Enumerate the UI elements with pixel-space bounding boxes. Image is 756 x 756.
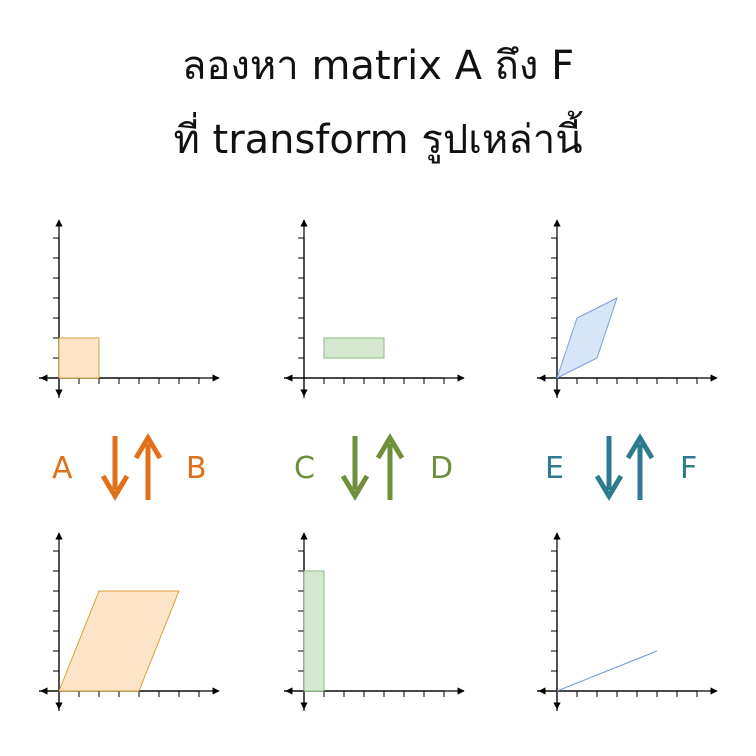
orange-up-arrow-head (133, 433, 163, 460)
blue-up-arrow-head (625, 433, 655, 460)
label-a: A (52, 451, 73, 486)
blue-shape-before (556, 297, 618, 379)
blue-down-arrow-head (594, 474, 624, 501)
title-line-2: ที่ transform รูปเหล่านี้ (173, 117, 583, 163)
plot-5 (284, 532, 465, 711)
orange-shape-before (58, 337, 100, 379)
orange-down-arrow-head (100, 474, 130, 501)
title-line-1: ลองหา matrix A ถึง F (181, 43, 575, 89)
plot-6 (537, 532, 718, 711)
label-b: B (186, 451, 207, 486)
green-down-arrow-head (340, 474, 370, 501)
label-d: D (430, 451, 453, 486)
blue-shape-after (556, 650, 658, 692)
plot-2 (284, 219, 465, 398)
plot-1 (39, 219, 220, 398)
orange-shape-after (58, 590, 180, 692)
label-e: E (545, 451, 564, 486)
green-shape-after (303, 570, 325, 692)
green-up-arrow-head (375, 433, 405, 460)
plot-3 (537, 219, 718, 398)
plot-4 (39, 532, 220, 711)
green-shape-before (323, 337, 385, 359)
label-f: F (680, 451, 697, 486)
label-c: C (294, 451, 315, 486)
